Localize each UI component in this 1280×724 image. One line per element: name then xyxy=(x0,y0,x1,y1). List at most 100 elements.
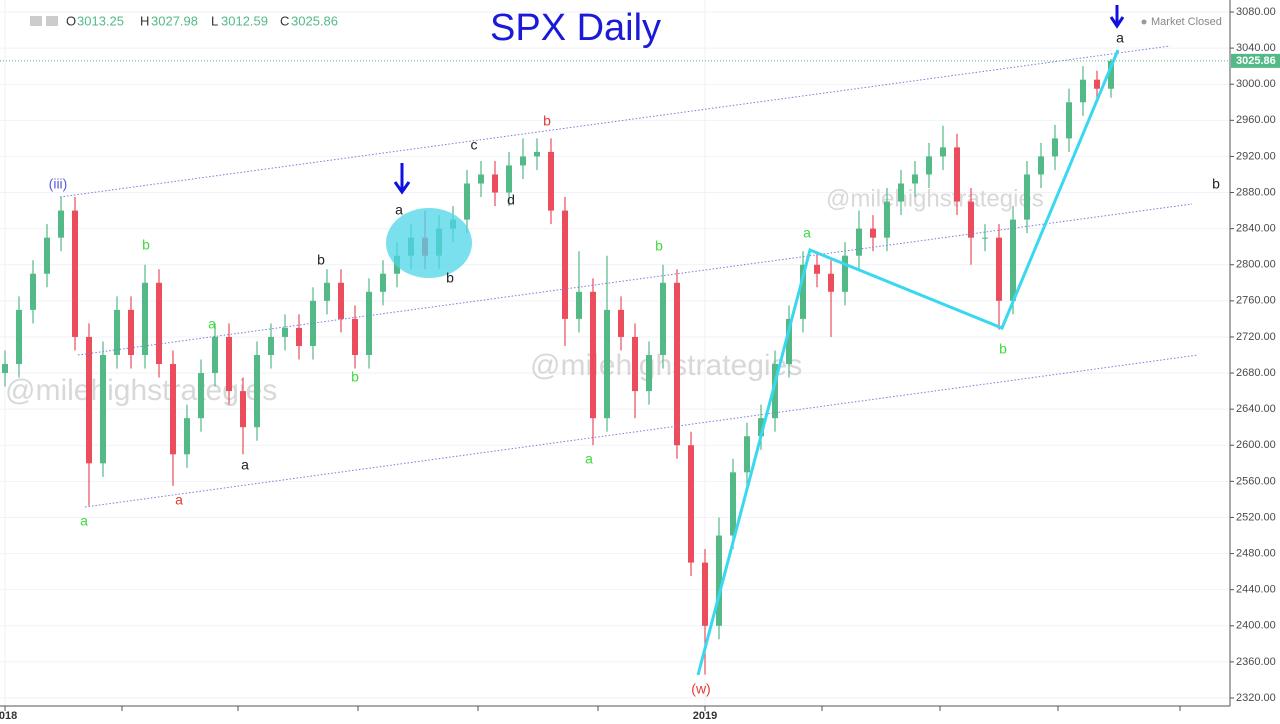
candle-body xyxy=(128,309,134,355)
legend-label: C xyxy=(280,13,289,28)
candle-body xyxy=(898,183,904,202)
candle-body xyxy=(240,391,246,428)
wave-label: a xyxy=(803,225,811,241)
status-dot xyxy=(1141,19,1147,25)
candle-body xyxy=(954,147,960,202)
legend-label: O xyxy=(66,13,76,28)
candle-body xyxy=(478,174,484,184)
arrow xyxy=(1109,5,1125,29)
candle-body xyxy=(884,201,890,238)
y-tick-label: 2520.00 xyxy=(1236,511,1276,523)
candle-body xyxy=(758,418,764,437)
candle-body xyxy=(310,300,316,346)
candle-body xyxy=(1010,219,1016,301)
candle-body xyxy=(618,309,624,337)
wave-label: a xyxy=(80,513,88,529)
candle-body xyxy=(142,282,148,355)
candle-body xyxy=(1052,138,1058,157)
candle-body xyxy=(520,156,526,166)
y-tick-label: 2320.00 xyxy=(1236,692,1276,704)
candle-body xyxy=(268,336,274,355)
y-axis-panel xyxy=(1230,0,1280,724)
last-price-label: 3025.86 xyxy=(1236,55,1276,67)
candle-body xyxy=(786,318,792,365)
y-tick-label: 2840.00 xyxy=(1236,223,1276,235)
candle-body xyxy=(716,535,722,626)
wave-label: a xyxy=(175,492,183,508)
y-tick-label: 3040.00 xyxy=(1236,42,1276,54)
candle-body xyxy=(30,273,36,310)
candle-body xyxy=(926,156,932,175)
y-tick-label: 3000.00 xyxy=(1236,78,1276,90)
wave-label: b xyxy=(543,113,551,129)
candle-body xyxy=(170,364,176,455)
candle-body xyxy=(366,291,372,355)
candle-body xyxy=(282,327,288,337)
chart-title: SPX Daily xyxy=(490,7,661,49)
candle-body xyxy=(828,273,834,292)
candle-body xyxy=(940,147,946,157)
wave-label: a xyxy=(208,316,216,332)
wave-path xyxy=(696,49,1120,676)
candle-body xyxy=(100,355,106,464)
wave-label: c xyxy=(471,137,478,153)
candle-body xyxy=(800,264,806,319)
candle-body xyxy=(44,237,50,274)
candle-body xyxy=(254,355,260,428)
wave-label: b xyxy=(142,237,150,253)
annotations: (iii) b a b a a a b a b c d b b a (w) a b a b xyxy=(49,30,1220,697)
icon xyxy=(46,16,58,26)
candle-body xyxy=(324,282,330,301)
candle-body xyxy=(632,336,638,392)
legend-value: 3027.98 xyxy=(151,13,198,28)
candle-body xyxy=(576,291,582,319)
x-tick-label: 2019 xyxy=(693,710,717,722)
candle-body xyxy=(58,210,64,238)
candle-body xyxy=(548,151,554,211)
candle-body xyxy=(688,445,694,563)
candle-body xyxy=(590,291,596,419)
candle-body xyxy=(212,336,218,374)
y-tick-label: 2920.00 xyxy=(1236,150,1276,162)
y-tick-label: 2680.00 xyxy=(1236,367,1276,379)
candle-body xyxy=(744,436,750,473)
candle-body xyxy=(86,336,92,464)
wave-label: b xyxy=(446,270,454,286)
legend-value: 3012.59 xyxy=(221,13,268,28)
watermark: @milehighstrategies xyxy=(826,185,1044,212)
candle-body xyxy=(338,282,344,319)
candle-body xyxy=(646,355,652,392)
wave-label: d xyxy=(507,192,515,208)
y-tick-label: 2560.00 xyxy=(1236,475,1276,487)
candle-body xyxy=(982,237,988,239)
legend-value: 3013.25 xyxy=(77,13,124,28)
x-tick-label: 2018 xyxy=(0,710,17,722)
candle-body xyxy=(72,210,78,337)
candle-body xyxy=(352,318,358,355)
candle-body xyxy=(1038,156,1044,175)
candle-body xyxy=(114,309,120,355)
candle-body xyxy=(2,364,8,374)
candle-body xyxy=(702,562,708,626)
candle-body xyxy=(912,174,918,184)
candle-body xyxy=(842,255,848,292)
candle-body xyxy=(1108,60,1114,89)
candle-body xyxy=(492,174,498,193)
candle-body xyxy=(184,418,190,455)
market-status: Market Closed xyxy=(1151,16,1222,28)
wave-label: b xyxy=(351,369,359,385)
watermark: @milehighstrategies xyxy=(530,349,802,382)
legend-value: 3025.86 xyxy=(291,13,338,28)
drawings xyxy=(59,5,1199,676)
wave-label: a xyxy=(585,451,593,467)
candle-body xyxy=(226,336,232,392)
candle-body xyxy=(604,309,610,419)
y-tick-label: 2800.00 xyxy=(1236,259,1276,271)
legend-label: L xyxy=(211,13,218,28)
last-price-badge xyxy=(1231,53,1280,68)
arrow xyxy=(393,163,411,195)
icon xyxy=(30,16,42,26)
wave-label: (w) xyxy=(691,681,710,697)
y-tick-label: 2640.00 xyxy=(1236,403,1276,415)
y-tick-label: 2960.00 xyxy=(1236,114,1276,126)
